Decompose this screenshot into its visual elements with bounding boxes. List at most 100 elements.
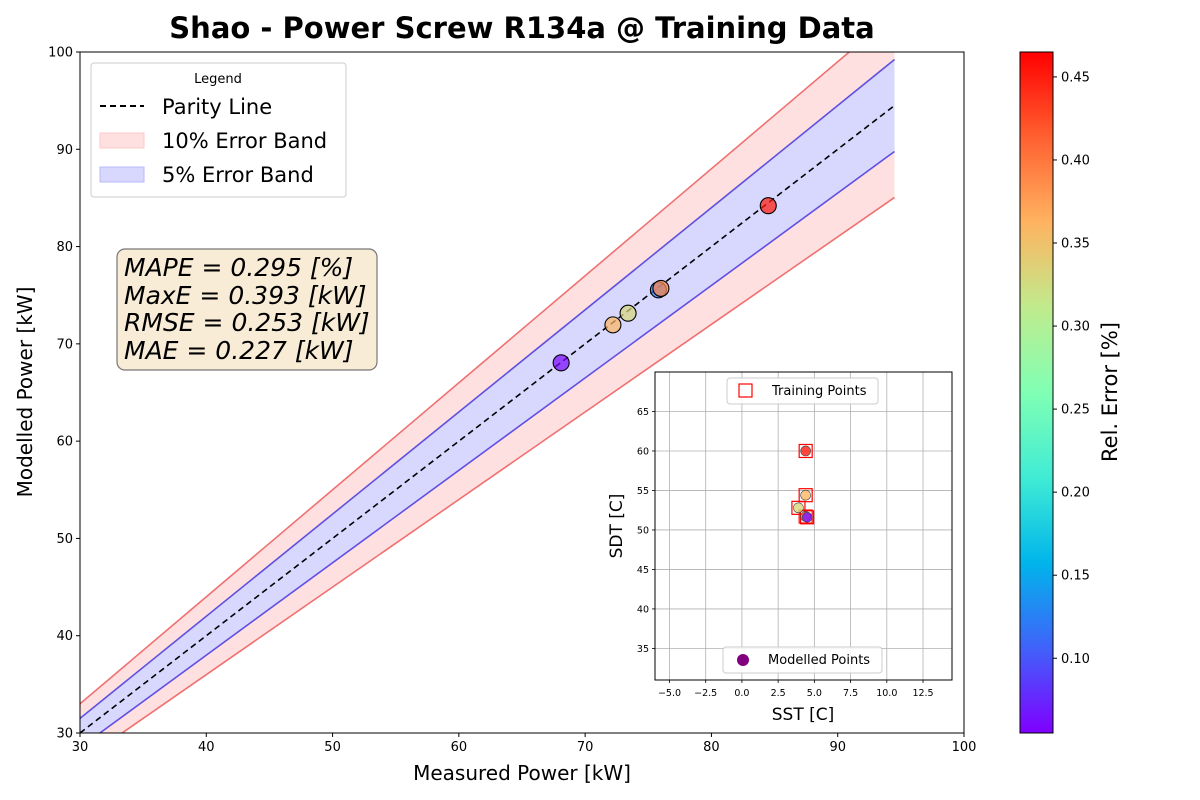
- inset-x-tick-label: −5.0: [658, 688, 681, 699]
- legend-band5-label: 5% Error Band: [162, 163, 314, 187]
- stats-box: MAPE = 0.295 [%] MaxE = 0.393 [kW] RMSE …: [116, 248, 378, 371]
- training-point: [791, 500, 806, 515]
- colorbar-tick-label: 0.30: [1061, 320, 1090, 335]
- legend-band10-swatch: [99, 132, 145, 149]
- x-tick-label: 50: [324, 740, 341, 755]
- inset-legend-modelled-box: [722, 646, 883, 674]
- inset-x-tick-label: 12.5: [912, 688, 933, 699]
- stat-maxe: MaxE = 0.393 [kW]: [124, 281, 367, 310]
- inset-y-axis-label: SDT [C]: [607, 494, 627, 559]
- chart-title: Shao - Power Screw R134a @ Training Data: [169, 11, 874, 45]
- data-point: [604, 316, 622, 334]
- stat-rmse: RMSE = 0.253 [kW]: [124, 308, 370, 337]
- inset-plot-area: −5.0 −2.5 0.0 2.5 5.0 7.5 10.0 12.5 35 40 45 50 55 6…: [637, 371, 953, 699]
- inset-legend-training-box: [726, 377, 879, 405]
- data-point: [652, 279, 670, 297]
- stats-box-bg: [116, 248, 378, 371]
- inset-background: [655, 372, 952, 680]
- y-tick-label: 30: [56, 727, 73, 742]
- parity-line: [80, 104, 896, 733]
- legend-box: [90, 62, 347, 198]
- inset-x-tick-label: 5.0: [807, 688, 822, 699]
- modelled-point: [800, 489, 811, 501]
- inset-y-tick-label: 50: [637, 525, 649, 536]
- x-tick-label: 60: [451, 740, 468, 755]
- training-point: [798, 488, 813, 503]
- data-point: [619, 304, 637, 322]
- inset-legend-training: Training Points: [726, 377, 879, 405]
- colorbar-gradient: [1019, 51, 1054, 734]
- inset-y-tick-label: 55: [637, 486, 649, 497]
- stat-mae: MAE = 0.227 [kW]: [124, 336, 354, 365]
- inset-y-tick-label: 40: [637, 604, 649, 615]
- y-tick-label: 40: [56, 629, 73, 644]
- y-axis-ticks: 30 40 50 60 70 80 90 100: [48, 46, 80, 742]
- inset-y-tick-label: 35: [637, 644, 649, 655]
- band-5pct-fill: [80, 59, 895, 733]
- training-square-icon: [738, 383, 753, 398]
- modelled-circle-icon: [737, 654, 749, 666]
- band-10pct-lower: [120, 196, 895, 733]
- inset-x-axis-label: SST [C]: [772, 705, 835, 725]
- y-tick-label: 90: [56, 143, 73, 158]
- colorbar-tick-label: 0.40: [1061, 153, 1090, 168]
- colorbar-label: Rel. Error [%]: [1098, 322, 1122, 462]
- x-tick-label: 90: [829, 740, 846, 755]
- inset-x-tick-label: 10.0: [876, 688, 897, 699]
- modelled-point: [800, 445, 811, 457]
- x-tick-label: 30: [72, 740, 89, 755]
- modelled-point: [793, 502, 804, 514]
- x-axis-ticks: 30 40 50 60 70 80 90 100: [72, 733, 977, 755]
- colorbar-ticks: 0.10 0.15 0.20 0.25 0.30 0.35 0.40 0.45: [1053, 70, 1090, 667]
- inset-legend-modelled: Modelled Points: [722, 646, 883, 674]
- error-bands: [80, 52, 896, 733]
- band-5pct-lower: [98, 150, 896, 733]
- inset-y-ticks: 35 40 45 50 55 60 65: [637, 407, 655, 655]
- inset-frame: [654, 371, 953, 681]
- inset-x-tick-label: 2.5: [771, 688, 786, 699]
- band-5pct-upper: [80, 58, 896, 720]
- main-plot-area: 30 40 50 60 70 80 90 100 30 40 50 60 70 80 90 100: [48, 46, 977, 756]
- legend-band5-swatch: [99, 166, 145, 183]
- x-tick-label: 80: [703, 740, 720, 755]
- colorbar-tick-label: 0.10: [1061, 652, 1090, 667]
- inset-points: [791, 443, 815, 525]
- colorbar-tick-label: 0.35: [1061, 237, 1090, 252]
- y-tick-label: 80: [56, 240, 73, 255]
- inset-y-tick-label: 65: [637, 407, 649, 418]
- x-axis-label: Measured Power [kW]: [413, 761, 631, 785]
- inset-x-tick-label: 0.0: [734, 688, 749, 699]
- inset-legend-modelled-label: Modelled Points: [768, 653, 870, 668]
- colorbar-tick-label: 0.15: [1061, 569, 1090, 584]
- y-tick-label: 100: [48, 46, 73, 61]
- x-tick-label: 70: [577, 740, 594, 755]
- main-legend: Legend Parity Line 10% Error Band 5% Err…: [90, 62, 347, 198]
- data-point: [552, 354, 570, 372]
- inset-y-tick-label: 60: [637, 446, 649, 457]
- y-tick-label: 50: [56, 532, 73, 547]
- colorbar-tick-label: 0.25: [1061, 403, 1090, 418]
- training-point: [798, 443, 813, 459]
- main-plot-frame: [79, 51, 965, 734]
- x-tick-label: 40: [198, 740, 215, 755]
- inset-x-tick-label: −2.5: [694, 688, 717, 699]
- legend-title: Legend: [194, 72, 242, 87]
- legend-parity-label: Parity Line: [162, 95, 272, 119]
- legend-band10-label: 10% Error Band: [162, 129, 327, 153]
- band-10pct-upper: [80, 52, 851, 705]
- inset-y-tick-label: 45: [637, 565, 649, 576]
- data-points: [552, 197, 777, 372]
- y-tick-label: 70: [56, 337, 73, 352]
- y-axis-label: Modelled Power [kW]: [13, 287, 37, 498]
- inset-x-tick-label: 7.5: [843, 688, 858, 699]
- data-point: [759, 197, 777, 215]
- colorbar-tick-label: 0.20: [1061, 486, 1090, 501]
- inset-legend-training-label: Training Points: [771, 384, 867, 399]
- colorbar-tick-label: 0.45: [1061, 70, 1090, 85]
- stat-mape: MAPE = 0.295 [%]: [124, 253, 353, 282]
- inset-x-ticks: −5.0 −2.5 0.0 2.5 5.0 7.5 10.0 12.5: [658, 680, 934, 699]
- y-tick-label: 60: [56, 435, 73, 450]
- colorbar: 0.10 0.15 0.20 0.25 0.30 0.35 0.40 0.45: [1019, 51, 1090, 734]
- x-tick-label: 100: [952, 740, 977, 755]
